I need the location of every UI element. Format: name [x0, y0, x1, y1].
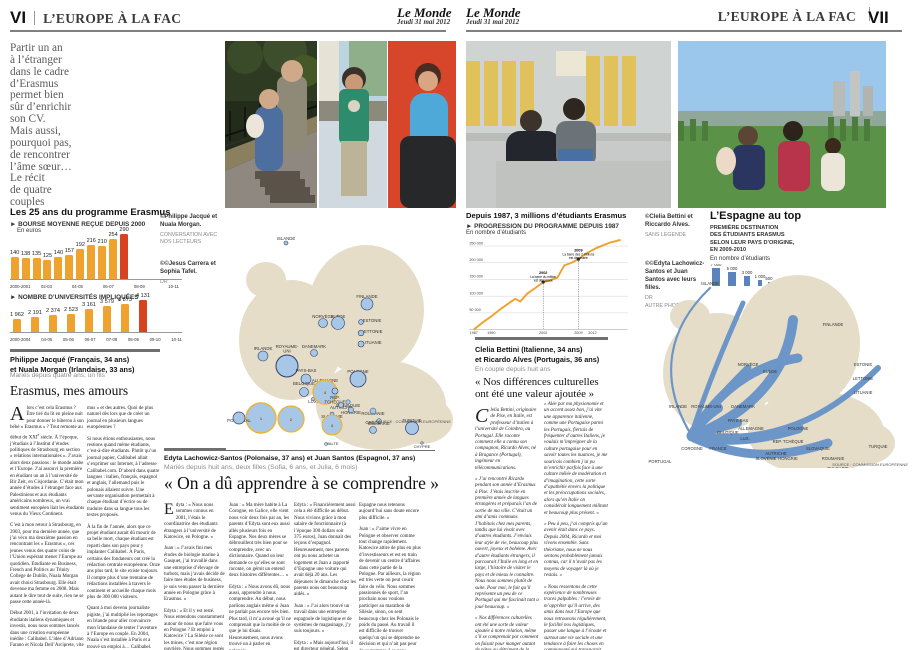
svg-text:TURQUIE: TURQUIE	[869, 444, 888, 449]
svg-text:1990: 1990	[487, 331, 495, 334]
svg-text:IRLANDE: IRLANDE	[254, 346, 273, 351]
svg-text:IRLANDE: IRLANDE	[669, 404, 687, 409]
svg-text:REP. TCHÈQUE: REP. TCHÈQUE	[773, 439, 804, 444]
svg-text:PAYS-BAS: PAYS-BAS	[728, 418, 749, 423]
svg-text:CHYPRE: CHYPRE	[414, 444, 431, 449]
svg-text:SUÈDE: SUÈDE	[763, 369, 778, 374]
svg-text:ISLANDE: ISLANDE	[701, 281, 719, 286]
svg-text:100 000: 100 000	[469, 291, 483, 295]
svg-text:2009: 2009	[574, 331, 582, 334]
svg-text:FINLANDE: FINLANDE	[823, 322, 844, 327]
svg-text:SLOVÉNIE: SLOVÉNIE	[756, 456, 777, 461]
svg-text:SOURCE : COMMISSION EUROPÉENNE: SOURCE : COMMISSION EUROPÉENNE	[375, 419, 451, 424]
svg-text:250 000: 250 000	[469, 241, 483, 245]
svg-text:ISLANDE: ISLANDE	[277, 236, 296, 241]
svg-text:150 000: 150 000	[469, 275, 483, 279]
svg-text:LUX.: LUX.	[740, 436, 749, 441]
svg-text:2012: 2012	[588, 331, 596, 334]
svg-text:SLOVAQUIE: SLOVAQUIE	[806, 446, 830, 451]
svg-text:LETTONIE: LETTONIE	[853, 376, 874, 381]
svg-text:DANEMARK: DANEMARK	[731, 404, 755, 409]
svg-text:ROUMANIE: ROUMANIE	[822, 456, 845, 461]
svg-text:ALLEMAGNE: ALLEMAGNE	[738, 426, 764, 431]
svg-text:POLOGNE: POLOGNE	[788, 426, 809, 431]
svg-text:1987: 1987	[470, 331, 478, 334]
svg-text:PAYS-BAS: PAYS-BAS	[296, 368, 317, 373]
svg-text:NORVÈGE: NORVÈGE	[738, 362, 759, 367]
svg-text:LETTONIE: LETTONIE	[362, 329, 383, 334]
svg-text:SOURCE : COMMISSION EUROPÉENNE: SOURCE : COMMISSION EUROPÉENNE	[832, 462, 908, 467]
svg-text:HONGRIE: HONGRIE	[778, 456, 798, 461]
svg-text:FRANCE: FRANCE	[709, 446, 726, 451]
svg-text:200 000: 200 000	[469, 258, 483, 262]
svg-text:BELGIQUE: BELGIQUE	[717, 430, 739, 435]
svg-text:LITUANIE: LITUANIE	[854, 390, 873, 395]
svg-text:50 000: 50 000	[469, 308, 481, 312]
svg-text:PORTUGAL: PORTUGAL	[649, 459, 673, 464]
svg-text:ROYAUME-UNI: ROYAUME-UNI	[691, 404, 720, 409]
svg-text:LITUANIE: LITUANIE	[362, 340, 381, 345]
svg-text:ESTONIE: ESTONIE	[363, 318, 382, 323]
svg-text:2002: 2002	[539, 331, 547, 334]
svg-text:ESTONIE: ESTONIE	[854, 362, 873, 367]
svg-text:DANEMARK: DANEMARK	[302, 344, 326, 349]
svg-text:COROGNE: COROGNE	[681, 446, 703, 451]
